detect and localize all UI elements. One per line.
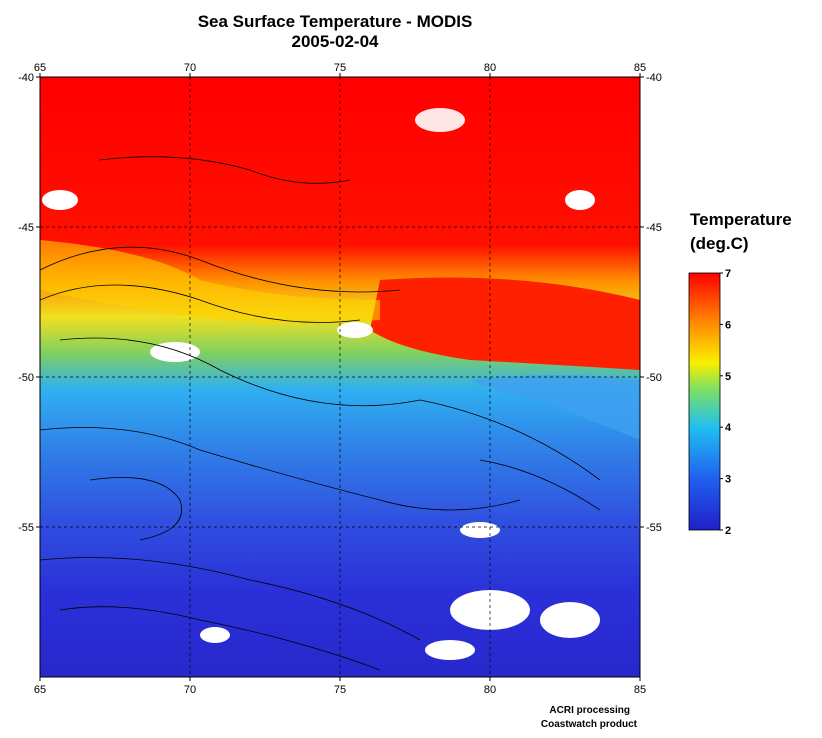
lon-tick-label: 85 bbox=[634, 684, 646, 696]
credit: Coastwatch product bbox=[541, 719, 638, 730]
colorbar bbox=[688, 272, 721, 531]
colorbar-title: Temperature bbox=[690, 210, 792, 229]
lon-tick-label: 70 bbox=[184, 62, 196, 74]
lat-tick-label: -50 bbox=[18, 372, 34, 384]
colorbar-tick-label: 7 bbox=[725, 268, 731, 280]
lat-tick-label: -55 bbox=[18, 522, 34, 534]
credit: ACRI processing bbox=[549, 705, 630, 716]
lon-tick-label: 70 bbox=[184, 684, 196, 696]
lon-tick-label: 80 bbox=[484, 684, 496, 696]
colorbar-tick-label: 4 bbox=[725, 422, 732, 434]
colorbar-tick-label: 2 bbox=[725, 525, 731, 537]
lon-tick-label: 65 bbox=[34, 684, 46, 696]
lat-tick-label: -45 bbox=[646, 222, 662, 234]
lat-tick-label: -50 bbox=[646, 372, 662, 384]
lon-tick-label: 65 bbox=[34, 62, 46, 74]
map-title: Sea Surface Temperature - MODIS bbox=[198, 12, 473, 31]
colorbar-tick-label: 3 bbox=[725, 474, 731, 486]
colorbar-units: (deg.C) bbox=[690, 234, 749, 253]
lon-tick-label: 75 bbox=[334, 62, 346, 74]
lon-tick-label: 75 bbox=[334, 684, 346, 696]
colorbar-tick-label: 5 bbox=[725, 371, 731, 383]
lat-tick-label: -40 bbox=[646, 72, 662, 84]
lat-tick-label: -40 bbox=[18, 72, 34, 84]
lat-tick-label: -55 bbox=[646, 522, 662, 534]
lon-tick-label: 80 bbox=[484, 62, 496, 74]
colorbar-tick-label: 6 bbox=[725, 319, 731, 331]
lon-tick-label: 85 bbox=[634, 62, 646, 74]
map-subtitle: 2005-02-04 bbox=[292, 32, 380, 51]
lat-tick-label: -45 bbox=[18, 222, 34, 234]
